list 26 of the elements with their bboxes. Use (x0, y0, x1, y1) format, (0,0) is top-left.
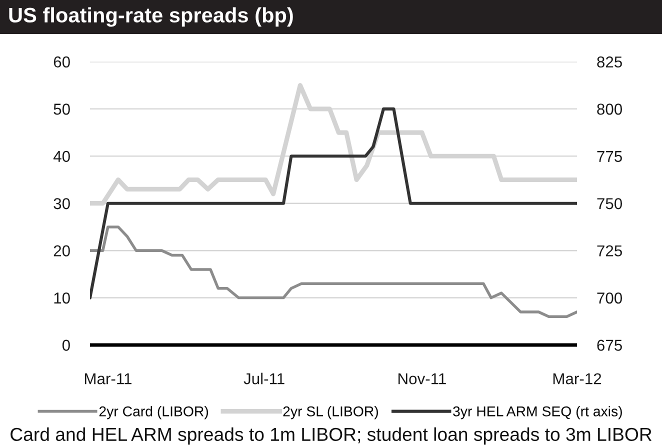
line-series (90, 107, 577, 300)
y-tick-label: 50 (54, 104, 70, 115)
x-tick-label: Jul-11 (244, 372, 284, 384)
x-tick-label: Mar-11 (84, 373, 132, 384)
legend-label: 2yr Card (LIBOR) (99, 406, 208, 420)
line-series (90, 83, 577, 206)
y2-tick-label: 700 (597, 292, 622, 304)
y-tick-label: 30 (54, 198, 70, 210)
y2-tick-label: 800 (597, 104, 622, 115)
y2-tick-label: 725 (597, 245, 622, 256)
x-tick-label: Mar-12 (553, 373, 602, 384)
chart-title: US floating-rate spreads (bp) (9, 7, 293, 27)
line-series (90, 226, 577, 318)
y2-tick-label: 675 (597, 340, 622, 351)
y-tick-label: 10 (54, 292, 70, 304)
legend-label: 3yr HEL ARM SEQ (rt axis) (453, 406, 622, 420)
y-tick-label: 60 (54, 56, 70, 68)
y-tick-label: 0 (62, 340, 70, 351)
legend-label: 2yr SL (LIBOR) (283, 406, 378, 420)
y2-tick-label: 750 (597, 198, 622, 210)
y-tick-label: 20 (54, 245, 70, 256)
x-tick-label: Nov-11 (398, 373, 446, 384)
text: Card and HEL ARM spreads to 1m LIBOR; student loan spreads to 3m LIBOR (10, 427, 652, 445)
y2-tick-label: 775 (597, 151, 622, 162)
y-tick-label: 40 (53, 150, 70, 162)
y2-tick-label: 825 (597, 56, 622, 68)
